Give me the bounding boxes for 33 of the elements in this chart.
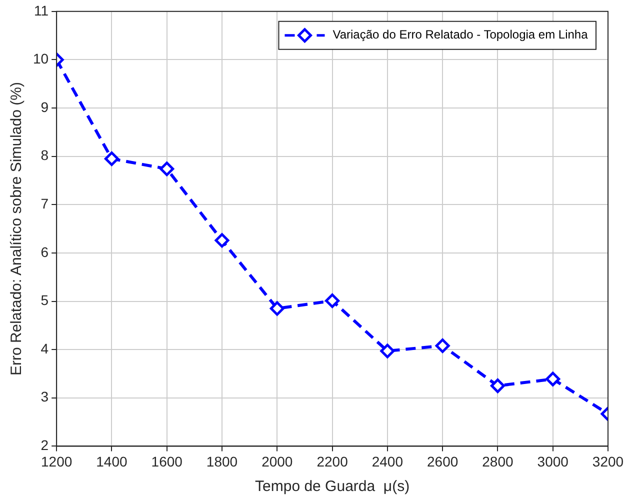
x-tick-label: 1600 (151, 453, 183, 470)
point (325, 294, 340, 308)
y-tick-label: 7 (40, 196, 49, 212)
x-tick-label: 2400 (372, 453, 404, 470)
x-tick-label: 1800 (206, 453, 238, 470)
x-tick-label: 1200 (40, 453, 72, 470)
point (270, 301, 284, 316)
y-tick-label: 6 (40, 244, 49, 260)
y-tick-label: 11 (34, 2, 49, 18)
point (546, 372, 560, 386)
y-tick-label: 4 (40, 340, 49, 356)
x-tick-label: 2800 (482, 453, 514, 470)
point (435, 338, 450, 353)
legend-label: Variação do Erro Relatado - Topologia em Linha (332, 28, 588, 42)
y-tick-label: 9 (40, 98, 49, 115)
point (490, 378, 505, 394)
y-axis-title: Erro Relatado: Analítico sobre Simulado (%) (8, 82, 26, 376)
x-tick-label: 2600 (426, 453, 458, 470)
x-tick-label: 3000 (537, 453, 569, 470)
point (160, 162, 174, 176)
point (380, 344, 395, 358)
x-tick-label: 2200 (316, 453, 348, 470)
x-tick-label: 1400 (96, 453, 128, 470)
x-axis-title: Tempo de Guarda μ(s) (255, 478, 410, 496)
y-tick-label: 10 (32, 50, 49, 67)
point (214, 233, 230, 248)
x-tick-label: 3200 (592, 453, 624, 470)
y-tick-label: 5 (40, 292, 49, 308)
y-tick-label: 2 (40, 437, 49, 454)
y-tick-label: 3 (40, 388, 49, 405)
point (104, 152, 119, 166)
y-tick-label: 8 (40, 147, 49, 164)
x-tick-label: 2000 (262, 453, 293, 470)
